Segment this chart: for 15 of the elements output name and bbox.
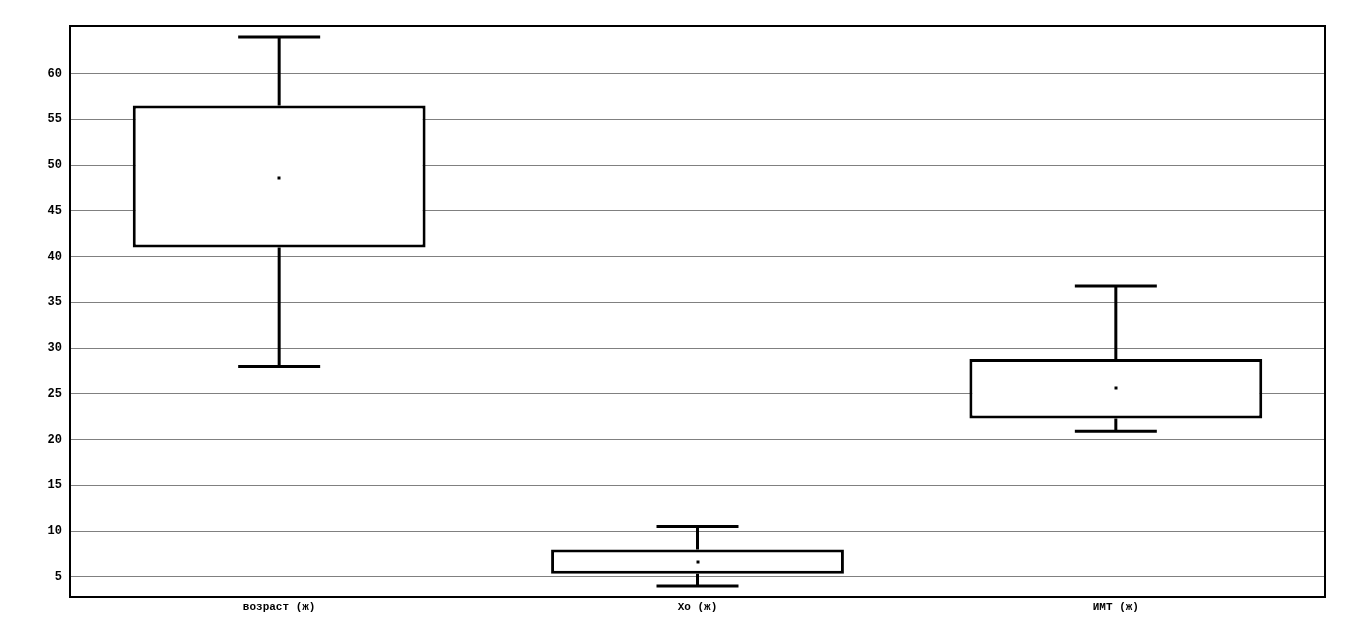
y-tick-label: 55 bbox=[47, 112, 62, 127]
y-tick-label: 60 bbox=[47, 66, 62, 81]
y-tick-label: 5 bbox=[54, 569, 62, 584]
y-tick-label: 35 bbox=[47, 295, 62, 310]
x-tick-label: ИМТ (ж) bbox=[1092, 601, 1139, 614]
y-tick-label: 25 bbox=[47, 386, 62, 401]
y-tick-label: 40 bbox=[47, 249, 62, 264]
y-tick-label: 15 bbox=[47, 478, 62, 493]
y-tick-label: 30 bbox=[47, 341, 62, 356]
y-tick-label: 50 bbox=[47, 158, 62, 173]
y-tick-label: 45 bbox=[47, 203, 62, 218]
y-tick-label: 20 bbox=[47, 432, 62, 447]
x-tick-label: возраст (ж) bbox=[242, 601, 316, 614]
x-tick-label: Хо (ж) bbox=[677, 601, 718, 614]
y-tick-label: 10 bbox=[47, 524, 62, 539]
